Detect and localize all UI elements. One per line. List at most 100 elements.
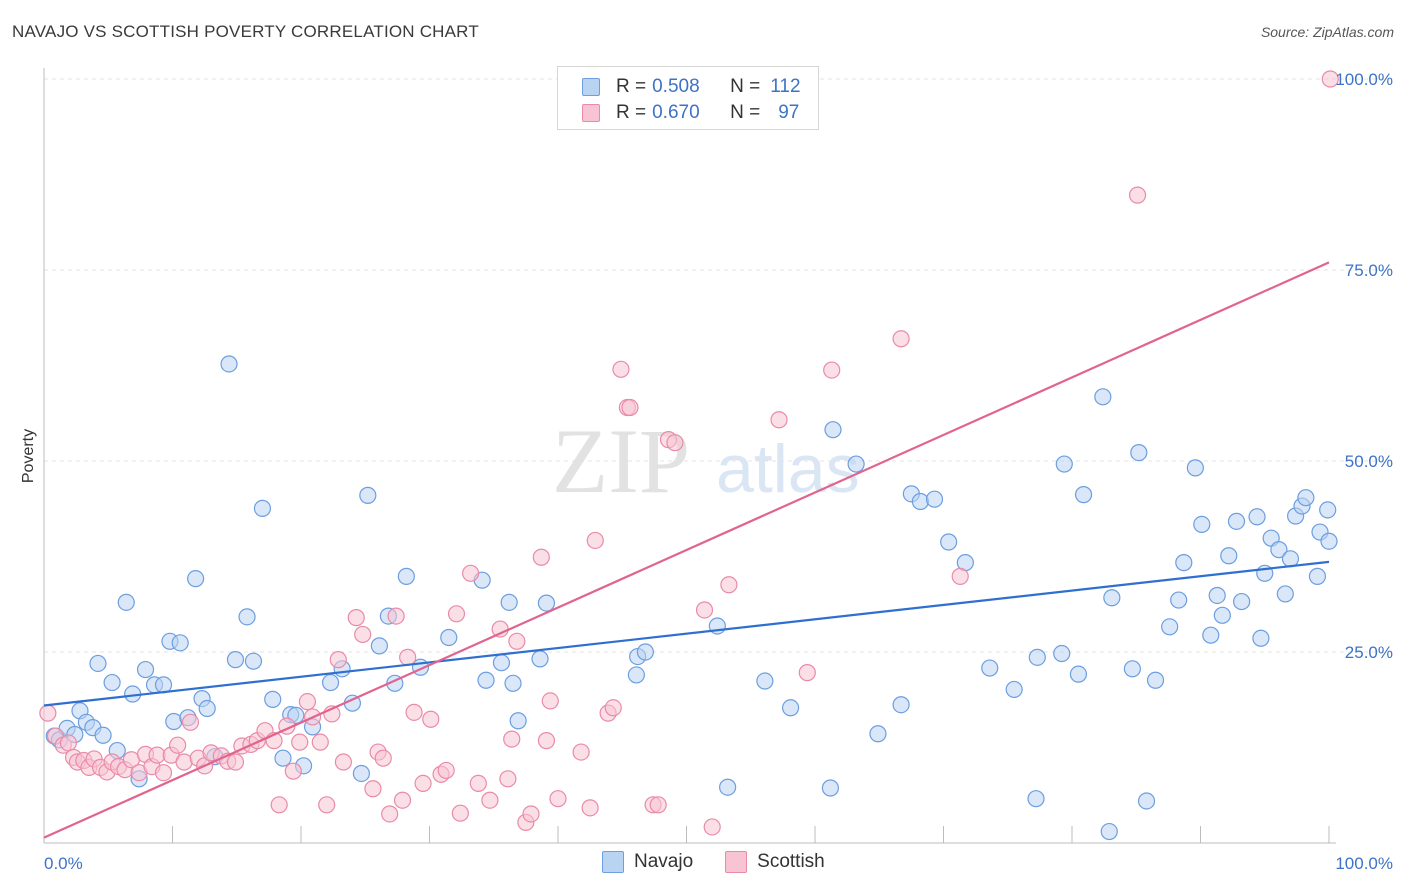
navajo-point xyxy=(187,570,205,588)
navajo-point xyxy=(359,486,377,504)
navajo-point xyxy=(1252,629,1270,647)
scottish-point xyxy=(469,774,487,793)
navajo-point xyxy=(869,725,887,743)
scottish-point xyxy=(491,620,509,638)
navajo-point xyxy=(1069,665,1088,683)
scottish-point xyxy=(720,576,738,594)
navajo-trend-line xyxy=(43,560,1330,707)
navajo-point xyxy=(492,654,511,672)
scottish-point xyxy=(604,699,622,717)
navajo-point xyxy=(165,712,183,731)
legend-row-navajo: R = 0.508 N = 112 xyxy=(582,75,801,99)
y-axis-title: Poverty xyxy=(20,429,37,483)
scottish-point xyxy=(347,609,365,627)
navajo-point xyxy=(244,652,263,670)
navajo-point xyxy=(370,637,388,655)
navajo-point xyxy=(911,492,929,511)
bottom-legend-label-navajo: Navajo xyxy=(634,851,694,872)
navajo-point xyxy=(103,673,121,692)
scottish-point xyxy=(387,607,405,625)
legend-r-label: R = xyxy=(616,76,647,97)
legend-n-value: 112 xyxy=(770,76,801,97)
scottish-point xyxy=(329,651,347,669)
navajo-point xyxy=(1100,822,1118,841)
navajo-point xyxy=(504,674,522,692)
scottish-point xyxy=(175,753,193,771)
scottish-point xyxy=(181,713,200,731)
scottish-point xyxy=(437,761,455,780)
scottish-point xyxy=(1128,186,1147,204)
bottom-legend-scottish: Scottish xyxy=(725,851,825,873)
watermark-atlas: atlas xyxy=(716,431,860,507)
scottish-point xyxy=(532,548,550,566)
y-tick-label: 100.0% xyxy=(1335,70,1393,89)
scottish-point xyxy=(499,770,517,788)
chart-title: NAVAJO VS SCOTTISH POVERTY CORRELATION C… xyxy=(12,22,479,41)
navajo-point xyxy=(847,455,865,473)
navajo-point xyxy=(253,499,272,517)
x-tick-label-min: 0.0% xyxy=(44,854,83,873)
navajo-point xyxy=(397,567,415,585)
scottish-point xyxy=(393,791,412,809)
navajo-point xyxy=(1123,660,1141,678)
navajo-point xyxy=(171,634,189,652)
navajo-point xyxy=(1170,591,1188,609)
navajo-point xyxy=(636,643,654,661)
navajo-point xyxy=(1005,680,1023,699)
scottish-point xyxy=(481,791,499,809)
scottish-point xyxy=(503,730,521,748)
bottom-legend-swatch-navajo xyxy=(602,851,624,873)
scottish-point xyxy=(508,632,526,650)
chart-source: Source: ZipAtlas.com xyxy=(1260,24,1394,40)
x-tick-label-max: 100.0% xyxy=(1335,854,1393,873)
navajo-point xyxy=(1281,550,1300,568)
scottish-point xyxy=(354,625,372,644)
navajo-point xyxy=(1053,644,1071,663)
bottom-legend-navajo: Navajo xyxy=(602,851,693,873)
scottish-point xyxy=(703,818,721,836)
navajo-point xyxy=(892,696,910,714)
navajo-point xyxy=(1248,508,1266,526)
legend-r-label: R = xyxy=(616,102,647,123)
scottish-point xyxy=(39,704,57,722)
series-scottish-points xyxy=(39,70,1339,836)
scottish-point xyxy=(451,804,469,822)
scottish-point xyxy=(381,805,399,823)
scottish-point xyxy=(612,360,630,378)
grid-lines xyxy=(44,78,1392,653)
scottish-point xyxy=(586,531,604,550)
navajo-point xyxy=(1074,486,1093,504)
scottish-point xyxy=(649,796,667,814)
scottish-point xyxy=(405,703,423,721)
trend-lines xyxy=(43,261,1330,839)
legend-swatch-navajo xyxy=(582,78,600,96)
navajo-point xyxy=(1270,541,1288,559)
bottom-legend-swatch-scottish xyxy=(725,851,748,873)
scottish-point xyxy=(537,732,556,750)
bottom-legend-label-scottish: Scottish xyxy=(757,851,825,872)
navajo-point xyxy=(1220,547,1238,565)
navajo-point xyxy=(1320,532,1338,550)
navajo-point xyxy=(719,778,737,796)
scottish-trend-line xyxy=(43,261,1330,839)
navajo-point xyxy=(264,690,282,708)
navajo-point xyxy=(1161,618,1179,636)
legend: R = 0.508 N = 112 R = 0.670 N = 97 xyxy=(557,66,819,130)
scottish-point xyxy=(154,764,173,782)
navajo-point xyxy=(1208,586,1226,605)
scottish-point xyxy=(169,736,187,754)
scottish-point xyxy=(291,733,309,751)
scottish-point xyxy=(298,693,317,711)
legend-n-value: 97 xyxy=(778,102,800,123)
navajo-point xyxy=(1028,648,1046,666)
scottish-point xyxy=(374,749,392,767)
scottish-point xyxy=(422,710,440,728)
navajo-point xyxy=(1193,515,1211,534)
scottish-point xyxy=(364,780,382,798)
scottish-point xyxy=(541,692,559,710)
navajo-point xyxy=(940,533,958,551)
scottish-point xyxy=(581,799,599,817)
navajo-point xyxy=(198,699,216,718)
navajo-point xyxy=(1213,606,1231,624)
